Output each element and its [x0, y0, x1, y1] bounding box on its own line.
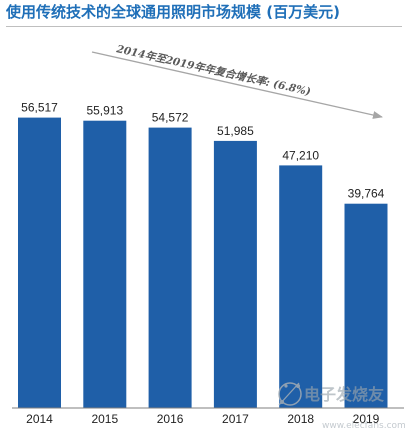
watermark: 电子发烧友 www.elecfans.com — [278, 382, 406, 431]
bar-2016 — [148, 127, 192, 408]
bar-2014 — [18, 117, 61, 408]
value-label-2017: 51,985 — [217, 124, 254, 138]
category-label-2018: 2018 — [287, 412, 314, 426]
value-label-2015: 55,913 — [86, 104, 123, 118]
category-label-2017: 2017 — [222, 412, 249, 426]
value-labels-layer: 56,517 55,913 54,572 51,985 47,210 39,764 — [21, 101, 385, 201]
value-label-2019: 39,764 — [348, 187, 385, 201]
bar-2018 — [279, 165, 323, 408]
network-logo-icon — [278, 382, 302, 406]
chart-title: 使用传统技术的全球通用照明市场规模 (百万美元) — [6, 3, 340, 21]
bar-2019 — [344, 203, 388, 408]
value-label-2016: 54,572 — [152, 111, 189, 125]
category-label-2019: 2019 — [353, 412, 380, 426]
bars-layer — [18, 117, 388, 408]
category-label-2016: 2016 — [157, 412, 184, 426]
cagr-annotation: 2014年至2019年年复合增长率: (6.8%) — [114, 42, 312, 98]
title-divider — [6, 26, 402, 27]
trend-arrow — [91, 51, 383, 119]
watermark-url: www.elecfans.com — [322, 421, 406, 431]
bar-2015 — [83, 120, 127, 408]
category-label-2014: 2014 — [26, 412, 53, 426]
value-label-2018: 47,210 — [282, 148, 319, 162]
value-label-2014: 56,517 — [21, 101, 58, 115]
watermark-text: 电子发烧友 — [304, 385, 385, 404]
category-label-2015: 2015 — [91, 412, 118, 426]
category-labels-layer: 2014 2015 2016 2017 2018 2019 — [26, 412, 380, 426]
bar-2017 — [213, 140, 257, 408]
